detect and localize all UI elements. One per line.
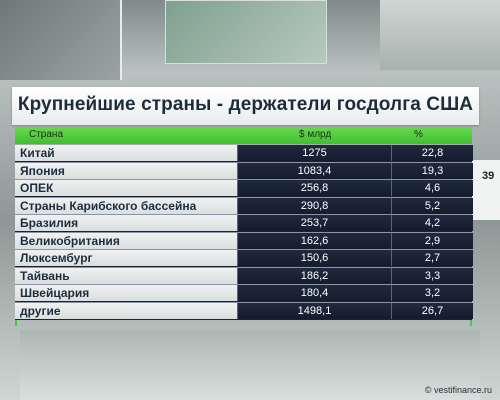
value-cell: 150,6 (237, 250, 391, 266)
table-row: Страны Карибского бассейна 290,8 5,2 (15, 197, 473, 215)
country-cell: Япония (15, 162, 237, 179)
title-bar: Крупнейшие страны - держатели госдолга С… (12, 87, 479, 125)
country-cell: Швейцария (15, 285, 237, 301)
country-cell: Тайвань (15, 267, 237, 284)
row-separator (15, 266, 472, 268)
table-row: Великобритания 162,6 2,9 (15, 232, 473, 250)
table-corner-mark (470, 320, 472, 326)
value-cell: 162,6 (237, 232, 391, 249)
country-cell: Страны Карибского бассейна (15, 197, 237, 214)
table-row: Бразилия 253,7 4,2 (15, 215, 473, 232)
percent-cell: 4,6 (391, 180, 473, 196)
row-separator (15, 284, 472, 285)
country-cell: Люксембург (15, 250, 237, 266)
column-header-percent: % (414, 129, 423, 140)
table-row: другие 1498,1 26,7 (15, 302, 473, 320)
row-separator (15, 231, 472, 233)
table-corner-mark (15, 320, 17, 326)
background-screen (470, 160, 500, 220)
row-separator (15, 301, 472, 303)
table-row: Тайвань 186,2 3,3 (15, 267, 473, 285)
percent-cell: 22,8 (391, 145, 473, 161)
percent-cell: 5,2 (391, 197, 473, 214)
column-header-country: Страна (29, 129, 64, 140)
background-panel (20, 330, 480, 400)
percent-cell: 3,3 (391, 267, 473, 284)
column-header-value: $ млрд (299, 129, 332, 140)
table-row: Китай 1275 22,8 (15, 145, 473, 162)
value-cell: 186,2 (237, 267, 391, 284)
background-number: 39 (482, 170, 495, 182)
percent-cell: 4,2 (391, 215, 473, 231)
row-separator (15, 249, 472, 250)
country-cell: ОПЕК (15, 180, 237, 196)
percent-cell: 2,9 (391, 232, 473, 249)
row-separator (15, 161, 472, 163)
percent-cell: 26,7 (391, 302, 473, 319)
value-cell: 1083,4 (237, 162, 391, 179)
source-credit: © vestifinance.ru (424, 385, 492, 395)
country-cell: Китай (15, 145, 237, 161)
value-cell: 180,4 (237, 285, 391, 301)
background-panel (0, 0, 122, 80)
value-cell: 1498,1 (237, 302, 391, 319)
table-row: ОПЕК 256,8 4,6 (15, 180, 473, 197)
background-panel (380, 0, 500, 70)
percent-cell: 2,7 (391, 250, 473, 266)
row-separator (15, 179, 472, 180)
table-header: Страна $ млрд % (15, 127, 472, 144)
country-cell: Великобритания (15, 232, 237, 249)
row-separator (15, 196, 472, 198)
data-table: Китай 1275 22,8 Япония 1083,4 19,3 ОПЕК 256,8 4,… (15, 145, 473, 320)
value-cell: 1275 (237, 145, 391, 161)
value-cell: 253,7 (237, 215, 391, 231)
table-row: Люксембург 150,6 2,7 (15, 250, 473, 267)
row-separator (15, 214, 472, 215)
table-row: Швейцария 180,4 3,2 (15, 285, 473, 302)
percent-cell: 19,3 (391, 162, 473, 179)
background-panel (165, 0, 327, 64)
value-cell: 290,8 (237, 197, 391, 214)
chart-title: Крупнейшие страны - держатели госдолга С… (17, 94, 474, 115)
value-cell: 256,8 (237, 180, 391, 196)
country-cell: Бразилия (15, 215, 237, 231)
percent-cell: 3,2 (391, 285, 473, 301)
table-row: Япония 1083,4 19,3 (15, 162, 473, 180)
country-cell: другие (15, 302, 237, 319)
